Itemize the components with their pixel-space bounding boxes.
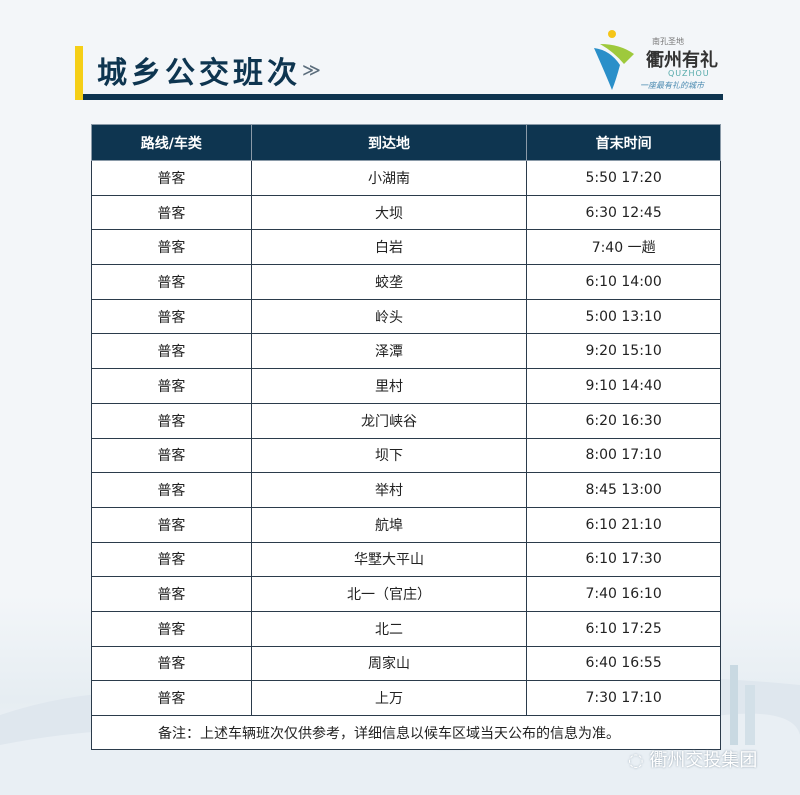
logo-main-text: 衢州有礼 xyxy=(646,50,718,71)
cell-times: 6:10 17:25 xyxy=(526,610,721,647)
table-row: 普客 上万 7:30 17:10 xyxy=(91,680,721,716)
table-row: 普客 白岩 7:40 一趟 xyxy=(91,229,721,266)
table-row: 普客 泽潭 9:20 15:10 xyxy=(91,333,721,370)
table-row: 普客 举村 8:45 13:00 xyxy=(91,472,721,508)
cell-route-type: 普客 xyxy=(91,576,252,612)
table-row: 普客 航埠 6:10 21:10 xyxy=(91,506,721,543)
cell-times: 6:30 12:45 xyxy=(526,194,721,231)
cell-times: 9:20 15:10 xyxy=(526,333,721,370)
table-row: 普客 大坝 6:30 12:45 xyxy=(91,194,721,231)
cell-route-type: 普客 xyxy=(91,229,252,266)
column-header-route: 路线/车类 xyxy=(91,124,252,161)
page-title: 城乡公交班次 xyxy=(97,56,301,91)
cell-destination: 里村 xyxy=(250,368,528,404)
cell-route-type: 普客 xyxy=(91,506,252,543)
cell-destination: 小湖南 xyxy=(250,160,528,196)
cell-times: 6:10 17:30 xyxy=(526,541,721,578)
cell-destination: 白岩 xyxy=(250,229,528,266)
cell-times: 7:40 16:10 xyxy=(526,576,721,612)
cell-destination: 龙门峡谷 xyxy=(250,402,528,439)
note-row: 备注：上述车辆班次仅供参考，详细信息以候车区域当天公布的信息为准。 xyxy=(91,715,721,750)
cell-destination: 大坝 xyxy=(250,194,528,231)
table-row: 普客 坝下 8:00 17:10 xyxy=(91,437,721,474)
cell-destination: 北二 xyxy=(250,610,528,647)
table-row: 普客 里村 9:10 14:40 xyxy=(91,368,721,404)
title-accent-bar xyxy=(75,46,83,100)
cell-destination: 航埠 xyxy=(250,506,528,543)
cell-times: 6:10 21:10 xyxy=(526,506,721,543)
wechat-watermark: ◌ 衢州交投集团 xyxy=(628,750,758,771)
cell-times: 6:20 16:30 xyxy=(526,402,721,439)
cell-route-type: 普客 xyxy=(91,472,252,508)
cell-times: 7:40 一趟 xyxy=(526,229,721,266)
cell-route-type: 普客 xyxy=(91,402,252,439)
cell-destination: 华墅大平山 xyxy=(250,541,528,578)
table-row: 普客 蛟垄 6:10 14:00 xyxy=(91,264,721,300)
table-row: 普客 北二 6:10 17:25 xyxy=(91,610,721,647)
logo-small-text: 南孔圣地 xyxy=(652,37,684,46)
cell-destination: 蛟垄 xyxy=(250,264,528,300)
bus-schedule-table: 路线/车类 到达地 首末时间 普客 小湖南 5:50 17:20 普客 大坝 6:30 1… xyxy=(91,124,721,750)
cell-times: 6:10 14:00 xyxy=(526,264,721,300)
logo-en-text: QUZHOU xyxy=(668,69,710,78)
cell-destination: 举村 xyxy=(250,472,528,508)
cell-times: 7:30 17:10 xyxy=(526,680,721,716)
cell-destination: 泽潭 xyxy=(250,333,528,370)
cell-times: 5:00 13:10 xyxy=(526,298,721,335)
cell-times: 6:40 16:55 xyxy=(526,645,721,682)
cell-route-type: 普客 xyxy=(91,610,252,647)
cell-times: 5:50 17:20 xyxy=(526,160,721,196)
cell-route-type: 普客 xyxy=(91,645,252,682)
cell-route-type: 普客 xyxy=(91,160,252,196)
cell-route-type: 普客 xyxy=(91,298,252,335)
cell-route-type: 普客 xyxy=(91,333,252,370)
cell-times: 9:10 14:40 xyxy=(526,368,721,404)
table-row: 普客 北一（官庄） 7:40 16:10 xyxy=(91,576,721,612)
cell-destination: 北一（官庄） xyxy=(250,576,528,612)
column-header-destination: 到达地 xyxy=(250,124,528,161)
quzhou-logo xyxy=(594,30,634,90)
cell-route-type: 普客 xyxy=(91,680,252,716)
cell-times: 8:00 17:10 xyxy=(526,437,721,474)
cell-destination: 坝下 xyxy=(250,437,528,474)
table-row: 普客 龙门峡谷 6:20 16:30 xyxy=(91,402,721,439)
cell-times: 8:45 13:00 xyxy=(526,472,721,508)
double-chevron-down-icon: ≫ xyxy=(302,60,321,81)
cell-destination: 岭头 xyxy=(250,298,528,335)
column-header-times: 首末时间 xyxy=(526,124,721,161)
table-row: 普客 小湖南 5:50 17:20 xyxy=(91,160,721,196)
watermark-text: 衢州交投集团 xyxy=(649,750,758,771)
cell-route-type: 普客 xyxy=(91,368,252,404)
cell-route-type: 普客 xyxy=(91,541,252,578)
table-row: 普客 周家山 6:40 16:55 xyxy=(91,645,721,682)
cell-route-type: 普客 xyxy=(91,264,252,300)
table-note: 备注：上述车辆班次仅供参考，详细信息以候车区域当天公布的信息为准。 xyxy=(91,715,721,750)
logo-slogan: 一座最有礼的城市 xyxy=(640,81,704,90)
cell-route-type: 普客 xyxy=(91,194,252,231)
table-row: 普客 岭头 5:00 13:10 xyxy=(91,298,721,335)
cell-destination: 上万 xyxy=(250,680,528,716)
cell-route-type: 普客 xyxy=(91,437,252,474)
table-row: 普客 华墅大平山 6:10 17:30 xyxy=(91,541,721,578)
cell-destination: 周家山 xyxy=(250,645,528,682)
title-underline xyxy=(83,94,723,100)
table-header-row: 路线/车类 到达地 首末时间 xyxy=(91,124,721,161)
